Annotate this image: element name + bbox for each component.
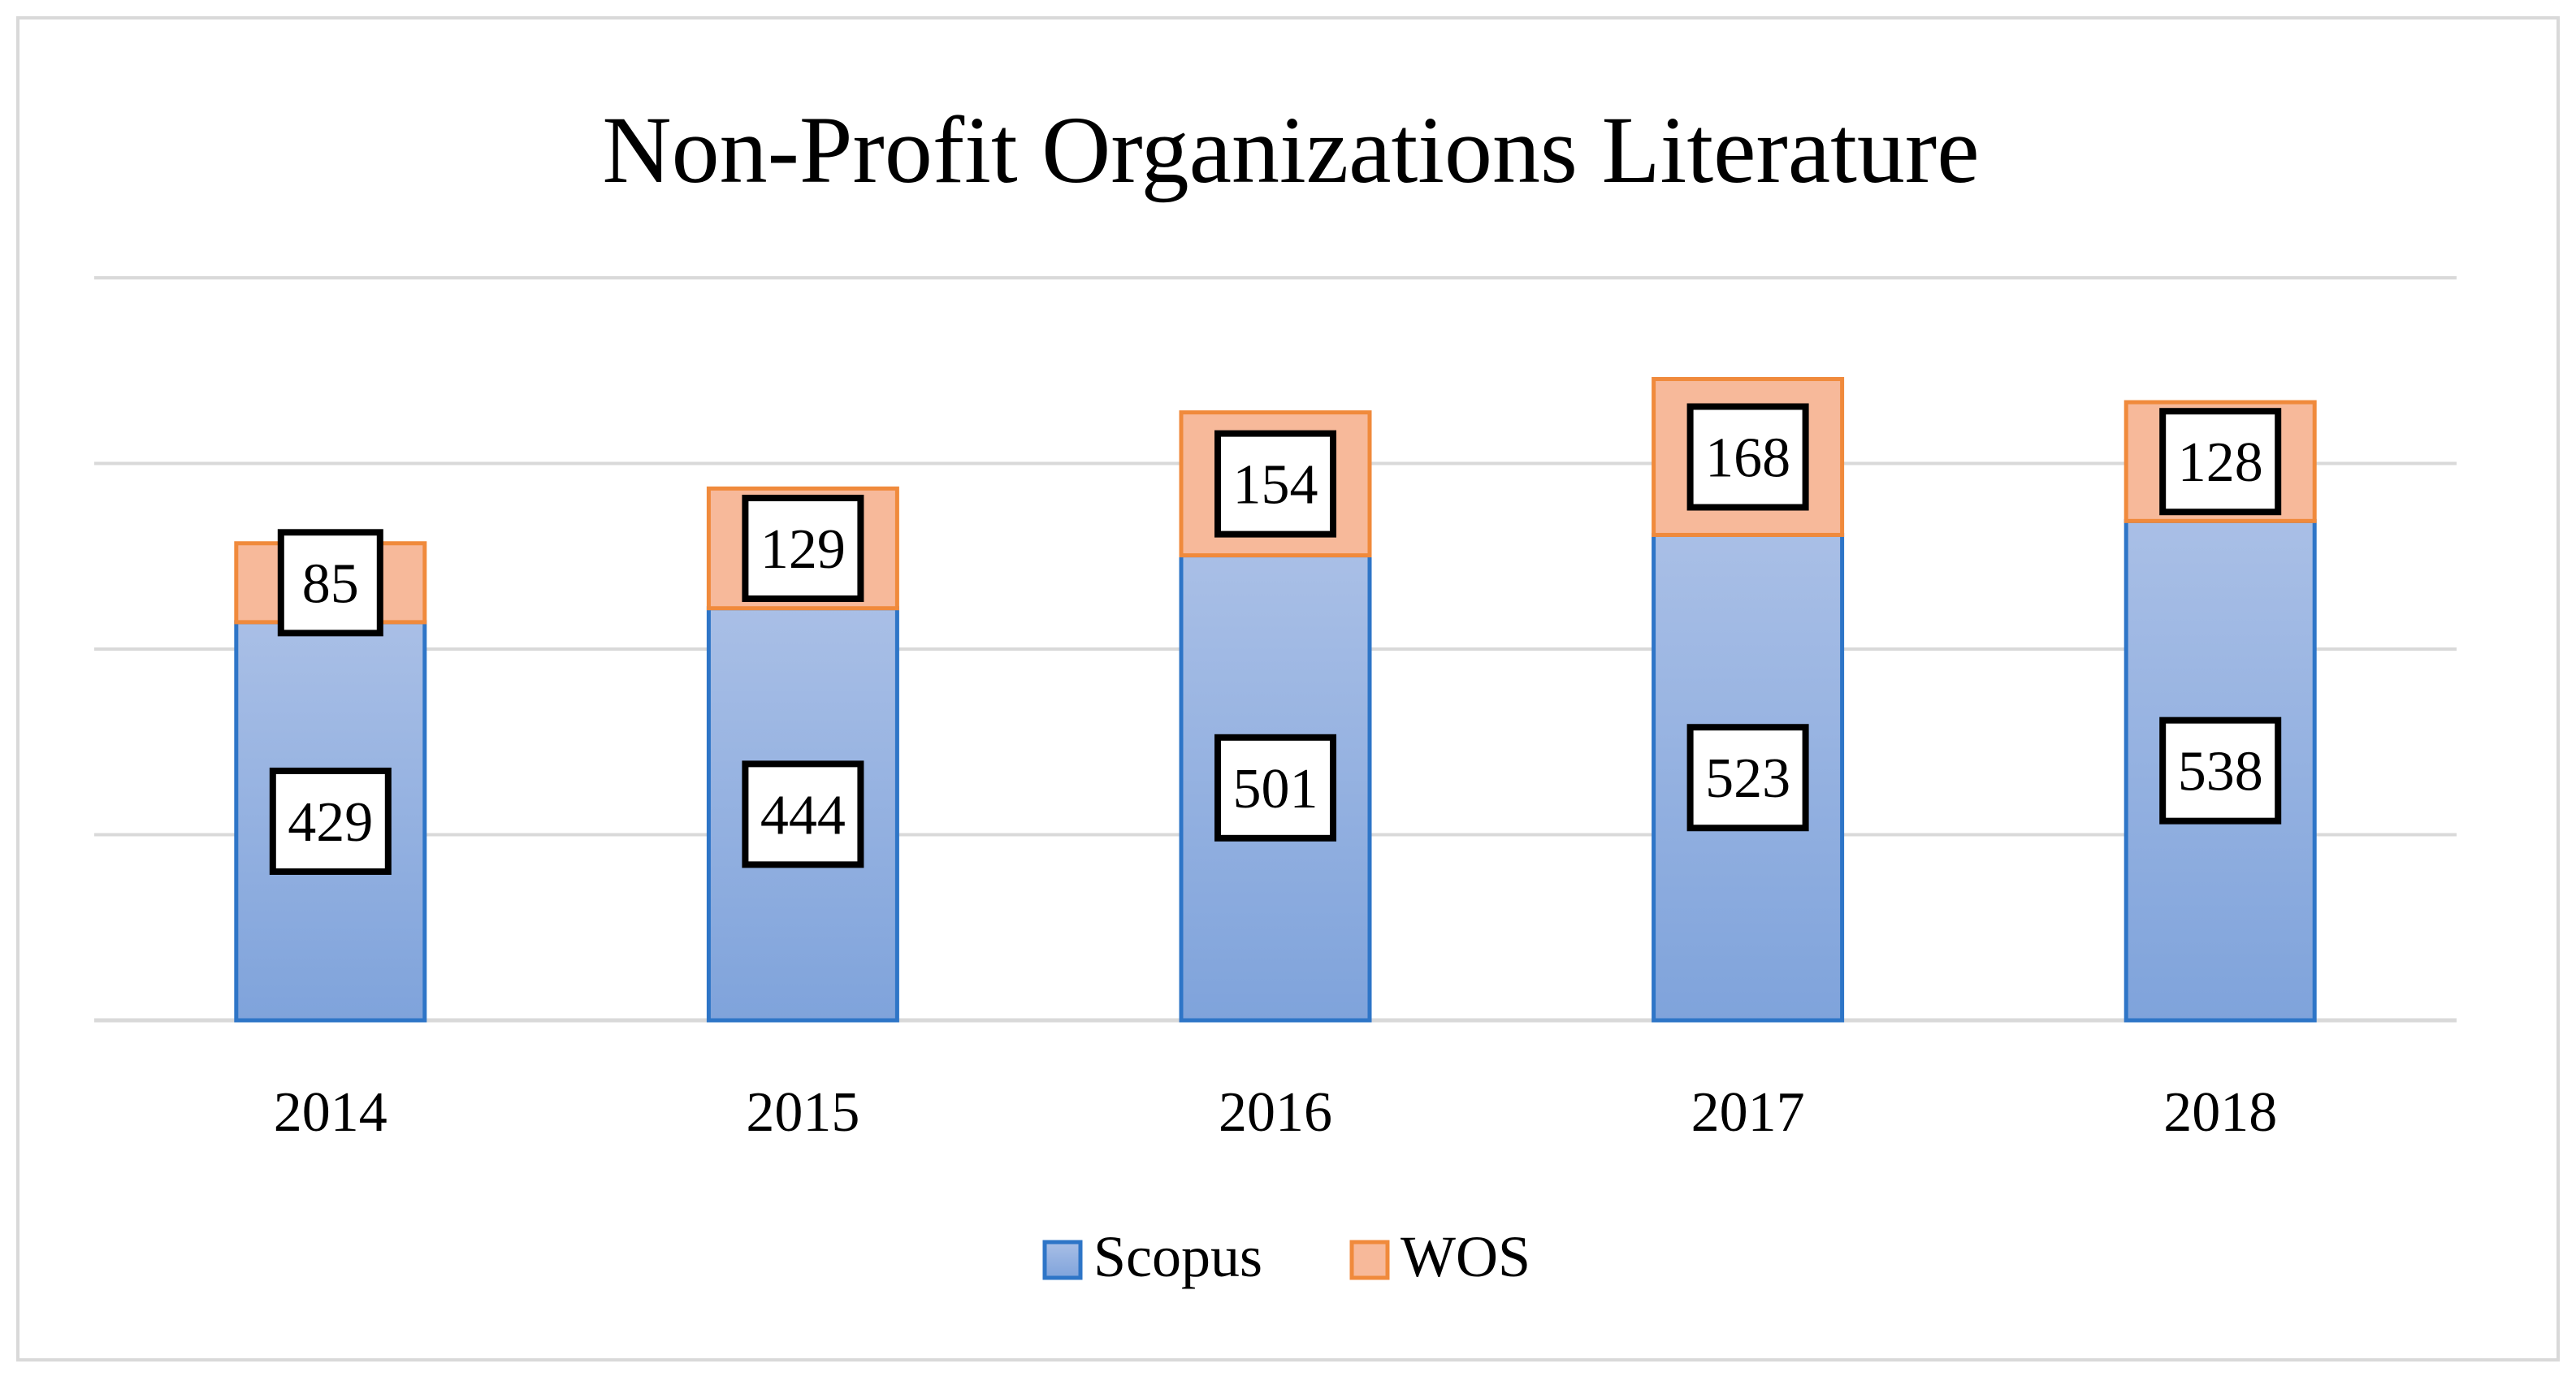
data-label-wos-2015-box: [742, 495, 864, 603]
data-label-scopus-2015: 444: [760, 784, 846, 846]
x-tick-label: 2017: [1691, 1081, 1805, 1144]
data-labels: 429 85 444 129 501 154 523 168 538 128: [269, 403, 2282, 875]
x-tick-label: 2018: [2163, 1081, 2277, 1144]
data-label-scopus-2017: 523: [1705, 747, 1790, 810]
data-label-scopus-2016-box: [1214, 734, 1336, 842]
x-tick-label: 2014: [274, 1081, 387, 1144]
data-label-scopus-2014-box: [269, 767, 392, 875]
data-label-wos-2015: 129: [760, 518, 846, 581]
legend-label: WOS: [1401, 1224, 1530, 1289]
data-label-wos-2016-box: [1214, 430, 1336, 538]
data-label-wos-2014: 85: [302, 552, 359, 615]
legend-item-wos: WOS: [1349, 1224, 1530, 1289]
legend-swatch: [1349, 1240, 1390, 1280]
data-label-wos-2018: 128: [2178, 431, 2263, 494]
data-label-scopus-2014: 429: [288, 791, 373, 854]
data-label-scopus-2018: 538: [2178, 741, 2263, 803]
data-label-wos-2014-box: [277, 529, 383, 637]
x-tick-label: 2016: [1219, 1081, 1332, 1144]
data-label-wos-2018-box: [2159, 408, 2282, 516]
data-label-scopus-2015-box: [742, 760, 864, 868]
x-axis-ticks: 2014 2015 2016 2017 2018: [274, 1081, 2277, 1144]
chart-title: Non-Profit Organizations Literature: [602, 97, 1979, 203]
data-label-wos-2016: 154: [1233, 454, 1318, 517]
data-label-wos-2017: 168: [1705, 427, 1790, 490]
legend-label: Scopus: [1093, 1224, 1262, 1289]
legend: Scopus WOS: [1042, 1224, 1530, 1289]
chart-svg: Non-Profit Organizations Literature 429 8…: [94, 97, 2457, 1289]
data-label-scopus-2016: 501: [1233, 758, 1318, 820]
data-label-scopus-2018-box: [2159, 716, 2282, 825]
legend-swatch: [1042, 1240, 1083, 1280]
data-label-wos-2017-box: [1686, 403, 1809, 511]
chart-frame: Non-Profit Organizations Literature 429 8…: [16, 16, 2560, 1362]
data-label-scopus-2017-box: [1686, 724, 1809, 832]
legend-item-scopus: Scopus: [1042, 1224, 1262, 1289]
x-tick-label: 2015: [746, 1081, 859, 1144]
